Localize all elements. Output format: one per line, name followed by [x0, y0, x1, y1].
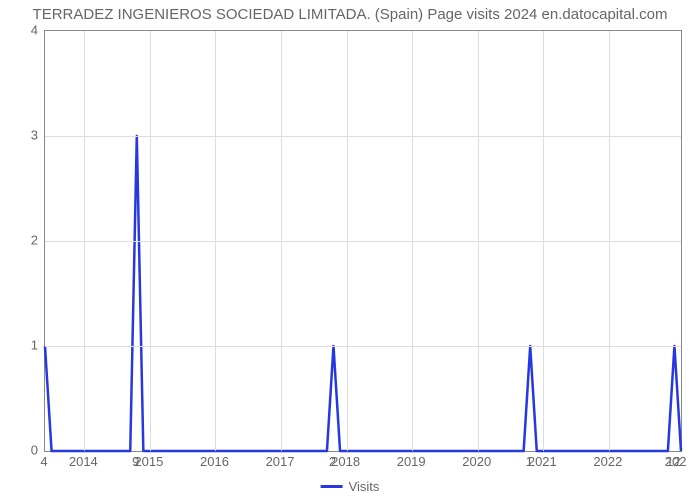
- legend-swatch: [321, 485, 343, 488]
- x-axis-label: 2022: [593, 454, 622, 469]
- chart-container: TERRADEZ INGENIEROS SOCIEDAD LIMITADA. (…: [0, 0, 700, 500]
- grid-line-v: [215, 31, 216, 451]
- y-axis-label: 2: [8, 233, 38, 248]
- x-axis-label: 2020: [462, 454, 491, 469]
- grid-line-v: [281, 31, 282, 451]
- grid-line-h: [45, 346, 681, 347]
- point-label: 2: [329, 454, 336, 469]
- grid-line-v: [478, 31, 479, 451]
- grid-line-h: [45, 136, 681, 137]
- y-axis-label: 4: [8, 23, 38, 38]
- grid-line-v: [347, 31, 348, 451]
- grid-line-h: [45, 241, 681, 242]
- point-label: 9: [132, 454, 139, 469]
- point-label: 1: [526, 454, 533, 469]
- chart-title: TERRADEZ INGENIEROS SOCIEDAD LIMITADA. (…: [0, 0, 700, 23]
- x-axis-label: 2014: [69, 454, 98, 469]
- grid-line-v: [609, 31, 610, 451]
- grid-line-v: [84, 31, 85, 451]
- legend: Visits: [321, 479, 380, 494]
- plot-area: [44, 30, 682, 452]
- y-axis-label: 0: [8, 443, 38, 458]
- grid-line-v: [150, 31, 151, 451]
- y-axis-label: 1: [8, 338, 38, 353]
- grid-line-v: [543, 31, 544, 451]
- x-axis-label: 2019: [397, 454, 426, 469]
- legend-label: Visits: [349, 479, 380, 494]
- x-axis-label: 2016: [200, 454, 229, 469]
- x-axis-label: 2017: [266, 454, 295, 469]
- y-axis-label: 3: [8, 128, 38, 143]
- point-label: 12: [666, 454, 680, 469]
- point-label: 4: [40, 454, 47, 469]
- grid-line-v: [412, 31, 413, 451]
